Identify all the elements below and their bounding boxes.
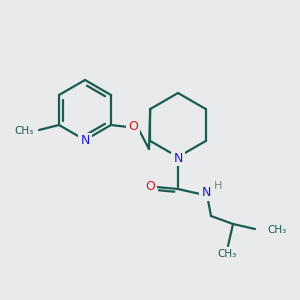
Text: N: N (201, 187, 211, 200)
Text: N: N (173, 152, 183, 164)
Text: H: H (214, 181, 222, 191)
Text: N: N (80, 134, 90, 148)
Text: CH₃: CH₃ (218, 249, 237, 259)
Text: CH₃: CH₃ (267, 225, 286, 235)
Text: CH₃: CH₃ (15, 126, 34, 136)
Text: O: O (128, 121, 138, 134)
Text: O: O (145, 181, 155, 194)
